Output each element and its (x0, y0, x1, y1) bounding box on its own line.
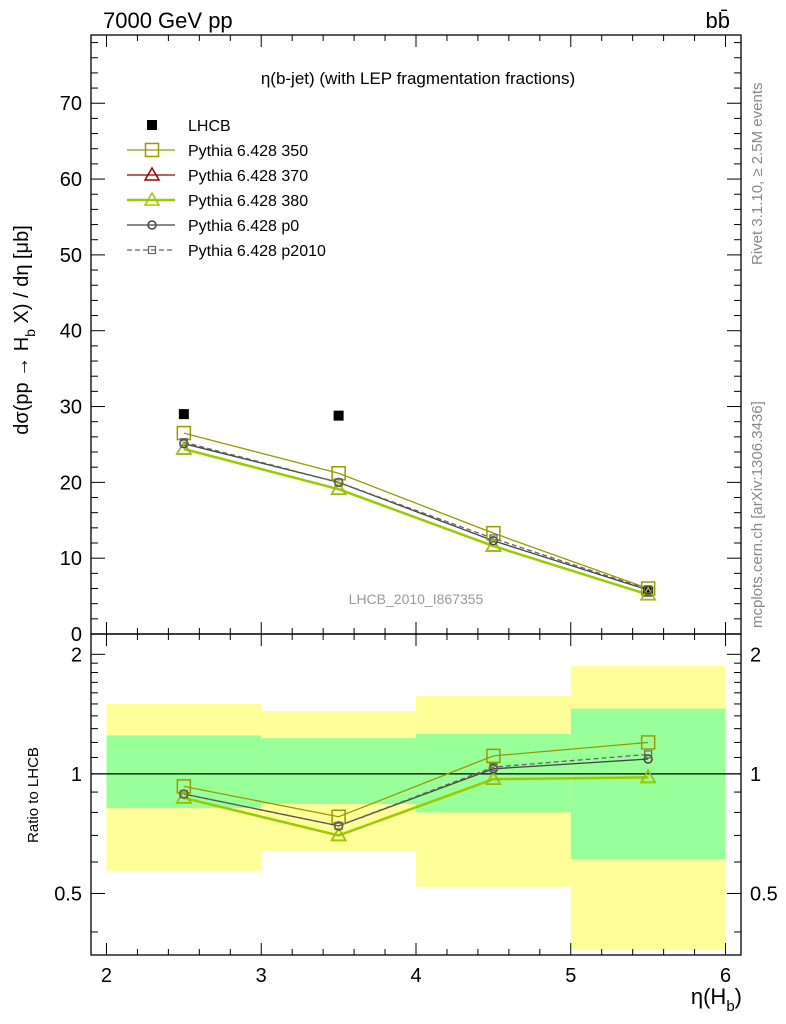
x-tick-label-5: 5 (565, 965, 576, 987)
legend-label-0: LHCB (188, 118, 231, 135)
ratio-band-green-1 (261, 738, 416, 804)
ratio-line-3 (183, 758, 649, 827)
main-line-1 (183, 432, 649, 590)
main-panel: 0 10 20 30 40 50 60 70 η(b-jet) (with LEP fragm… (11, 34, 742, 646)
ratio-point-0-0 (176, 779, 192, 794)
main-point-3-1 (330, 480, 347, 495)
main-point-0-1 (333, 410, 344, 421)
svg-text:dσ(pp → Hb X) / dη [μb]: dσ(pp → Hb X) / dη [μb] (11, 225, 38, 435)
main-point-5-0 (179, 438, 188, 447)
main-point-3-2 (485, 537, 502, 552)
main-point-1-3 (640, 581, 656, 596)
ratio-line-0 (183, 741, 649, 818)
main-point-0-0 (178, 409, 189, 420)
legend-marker-4 (147, 220, 157, 230)
ratio-ylabel: Ratio to LHCB (25, 747, 42, 843)
ratio-point-4-2 (489, 763, 498, 772)
ratio-point-2-1 (330, 826, 347, 842)
x-tick-label-2: 2 (101, 965, 112, 987)
x-tick-label-6: 6 (720, 965, 731, 987)
main-point-5-1 (334, 478, 343, 487)
main-point-3-0 (175, 440, 193, 455)
ratio-point-0-1 (331, 809, 346, 825)
legend-marker-0 (147, 120, 157, 130)
main-y-tick-label-70: 70 (60, 93, 82, 115)
main-point-5-3 (644, 585, 653, 594)
main-point-5-2 (489, 534, 498, 543)
main-y-tick-label-30: 30 (60, 397, 82, 419)
ratio-point-3-3 (643, 754, 653, 764)
legend-label-3: Pythia 6.428 380 (188, 193, 308, 210)
legend: LHCB Pythia 6.428 350 Pythia 6.428 370 Pyth… (127, 118, 326, 260)
legend-marker-2 (143, 166, 161, 181)
ratio-panel: 2 3 4 5 6 0.5 0.5 1 1 2 2 Ratio to LHCB η(Hb) (25, 633, 778, 1015)
legend-marker-3 (143, 191, 161, 206)
x-tick-label-3: 3 (256, 965, 267, 987)
ratio-point-4-3 (644, 750, 653, 759)
legend-label-1: Pythia 6.428 350 (188, 143, 308, 160)
main-y-tick-label-10: 10 (60, 548, 82, 570)
x-tick-label-4: 4 (410, 965, 421, 987)
main-y-tick-label-50: 50 (60, 245, 82, 267)
ratio-point-0-3 (640, 735, 656, 750)
ratio-y-tick-label-right-2: 2 (750, 644, 761, 666)
ratio-line-4 (183, 753, 649, 827)
ratio-y-tick-label-left-0.5: 0.5 (54, 883, 82, 905)
svg-text:η(Hb): η(Hb) (691, 984, 742, 1015)
ratio-point-2-2 (485, 770, 502, 785)
legend-marker-1 (144, 142, 160, 158)
ratio-y-tick-label-right-0.5: 0.5 (750, 883, 778, 905)
legend-label-2: Pythia 6.428 370 (188, 168, 308, 185)
main-point-1-1 (331, 466, 346, 481)
main-y-tick-label-0: 0 (71, 624, 82, 646)
chart-title: η(b-jet) (with LEP fragmentation fractio… (261, 69, 575, 88)
main-line-3 (183, 447, 649, 596)
header-left: 7000 GeV pp (103, 8, 233, 33)
main-y-tick-label-40: 40 (60, 321, 82, 343)
main-point-3-3 (639, 586, 657, 601)
main-point-0-3 (643, 586, 654, 597)
ratio-point-0-2 (486, 748, 501, 764)
legend-marker-5 (147, 245, 157, 255)
ratio-line-2 (183, 776, 649, 837)
main-y-tick-label-20: 20 (60, 472, 82, 494)
main-line-4 (183, 443, 649, 591)
ratio-y-tick-label-left-1: 1 (71, 764, 82, 786)
rivet-label: Rivet 3.1.10, ≥ 2.5M events (749, 83, 766, 266)
watermark: LHCB_2010_I867355 (349, 591, 484, 607)
mcplots-label: mcplots.cern.ch [arXiv:1306.3436] (749, 401, 766, 628)
main-y-tick-label-60: 60 (60, 169, 82, 191)
ratio-y-tick-label-left-2: 2 (71, 644, 82, 666)
header-right: bb̄ (706, 8, 730, 33)
ratio-xlabel: η(Hb) (691, 984, 742, 1015)
legend-label-5: Pythia 6.428 p2010 (188, 243, 326, 260)
main-line-5 (183, 441, 649, 590)
ratio-point-2-3 (639, 768, 657, 784)
legend-label-4: Pythia 6.428 p0 (188, 218, 299, 235)
ratio-point-4-1 (334, 821, 343, 830)
ratio-band-green-3 (570, 708, 726, 860)
main-ylabel: dσ(pp → Hb X) / dη [μb] (11, 225, 38, 435)
ratio-point-4-0 (179, 789, 188, 799)
ratio-y-tick-label-right-1: 1 (750, 764, 761, 786)
